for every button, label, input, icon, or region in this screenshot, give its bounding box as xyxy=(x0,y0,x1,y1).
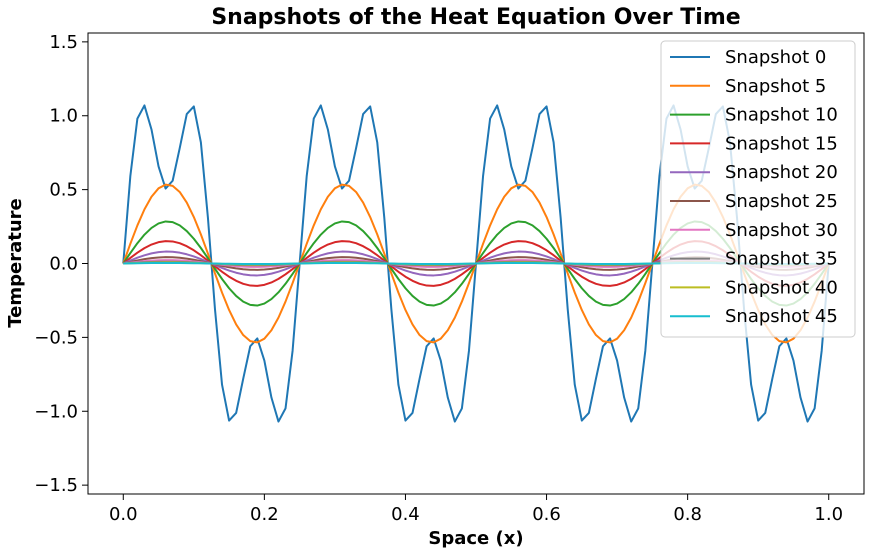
legend-label: Snapshot 20 xyxy=(725,162,838,183)
legend-label: Snapshot 15 xyxy=(725,133,838,154)
y-tick-label: 0.5 xyxy=(49,180,78,201)
legend-label: Snapshot 10 xyxy=(725,105,838,126)
x-axis-label: Space (x) xyxy=(428,528,523,549)
x-tick-label: 1.0 xyxy=(814,504,843,525)
legend-label: Snapshot 35 xyxy=(725,249,838,270)
legend-label: Snapshot 25 xyxy=(725,191,838,212)
y-tick-label: −0.5 xyxy=(34,327,78,348)
x-tick-label: 0.4 xyxy=(391,504,420,525)
legend-label: Snapshot 40 xyxy=(725,277,838,298)
y-tick-label: −1.5 xyxy=(34,475,78,496)
x-tick-label: 0.2 xyxy=(250,504,279,525)
y-tick-label: 1.0 xyxy=(49,106,78,127)
x-axis-ticks: 0.0 0.2 0.4 0.6 0.8 1.0 xyxy=(109,494,843,525)
x-tick-label: 0.8 xyxy=(673,504,702,525)
legend: Snapshot 0 Snapshot 5 Snapshot 10 Snapshot … xyxy=(660,40,856,338)
legend-label: Snapshot 30 xyxy=(725,220,838,241)
legend-label: Snapshot 45 xyxy=(725,306,838,327)
y-tick-label: 1.5 xyxy=(49,32,78,53)
y-axis-label: Temperature xyxy=(5,198,26,327)
x-tick-label: 0.0 xyxy=(109,504,138,525)
x-tick-label: 0.6 xyxy=(532,504,561,525)
chart-title: Snapshots of the Heat Equation Over Time xyxy=(211,5,740,30)
legend-label: Snapshot 0 xyxy=(725,47,826,68)
y-tick-label: −1.0 xyxy=(34,401,78,422)
y-tick-label: 0.0 xyxy=(49,254,78,275)
legend-label: Snapshot 5 xyxy=(725,76,826,97)
y-axis-ticks: −1.5 −1.0 −0.5 0.0 0.5 1.0 1.5 xyxy=(34,32,88,496)
